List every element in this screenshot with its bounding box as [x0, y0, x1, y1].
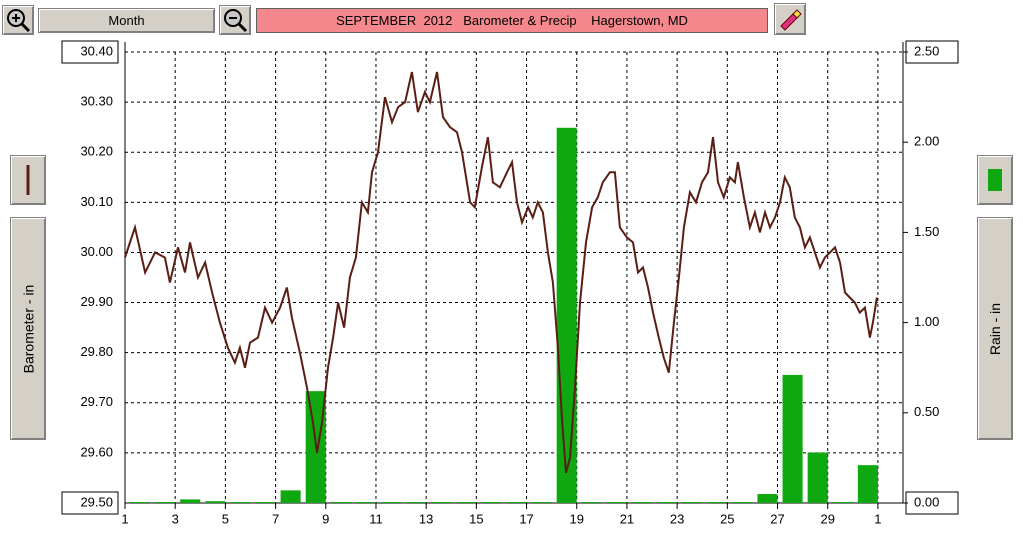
x-tick-label: 29: [820, 511, 834, 526]
tick-box: [61, 40, 119, 64]
period-button[interactable]: Month: [38, 8, 215, 33]
rain-bar: [380, 502, 402, 503]
rain-legend[interactable]: [977, 155, 1013, 205]
x-tick-label: 11: [369, 511, 383, 526]
x-tick-label: 25: [720, 511, 734, 526]
y2-tick-label: 1.00: [914, 314, 939, 329]
zoom-in-button[interactable]: [2, 5, 34, 35]
tick-box: [61, 491, 119, 515]
y-tick-label: 30.40: [80, 43, 113, 58]
tick-box: [905, 40, 959, 64]
rain-bar: [280, 490, 301, 503]
x-tick-label: 17: [519, 511, 533, 526]
rain-bar: [330, 502, 351, 503]
y2-axis-label: Rain - in: [987, 302, 1004, 355]
rain-bar: [506, 502, 527, 503]
rain-bar: [431, 502, 452, 503]
x-tick-label: 15: [469, 511, 483, 526]
rain-bar: [230, 502, 251, 503]
rain-bar: [682, 502, 703, 503]
zoom-out-button[interactable]: [219, 5, 251, 35]
y-tick-label: 29.50: [80, 494, 113, 509]
x-tick-label: 13: [419, 511, 433, 526]
x-tick-label: 19: [570, 511, 584, 526]
rain-bar: [631, 502, 653, 503]
rain-bar: [707, 502, 728, 503]
y-tick-label: 29.70: [80, 394, 113, 409]
rain-bar: [155, 502, 176, 503]
legend-swatch: [988, 169, 1002, 191]
rain-bar: [456, 502, 477, 503]
x-tick-label: 1: [874, 511, 881, 526]
legend-swatch: [26, 165, 30, 195]
rain-bar: [757, 493, 778, 503]
y2-tick-label: 2.50: [914, 43, 939, 58]
y-tick-label: 29.90: [80, 294, 113, 309]
rain-bar: [857, 465, 878, 503]
y-tick-label: 30.00: [80, 244, 113, 259]
y-axis-label-box: Barometer - in: [10, 217, 46, 440]
x-tick-label: 1: [121, 511, 128, 526]
y2-axis-label-box: Rain - in: [977, 217, 1013, 440]
rain-bar: [581, 502, 602, 503]
rain-bar: [556, 127, 577, 503]
rain-bar: [732, 502, 753, 503]
y2-tick-label: 1.50: [914, 224, 939, 239]
pencil-icon: [780, 9, 802, 31]
y2-tick-label: 0.50: [914, 404, 939, 419]
rain-bar: [305, 391, 326, 503]
x-tick-label: 23: [670, 511, 684, 526]
x-tick-label: 27: [770, 511, 784, 526]
rain-bar: [355, 502, 376, 503]
edit-button[interactable]: [774, 3, 806, 35]
rain-bar: [481, 502, 502, 503]
barometer-legend[interactable]: [10, 155, 46, 205]
y-axis-label: Barometer - in: [20, 284, 37, 373]
rain-bar: [657, 502, 678, 503]
rain-bar: [180, 499, 201, 503]
rain-bar: [531, 502, 552, 503]
chart-title: SEPTEMBER 2012 Barometer & Precip Hagers…: [256, 8, 768, 33]
tick-box: [905, 491, 959, 515]
y-tick-label: 30.30: [80, 94, 113, 109]
y-tick-label: 30.10: [80, 194, 113, 209]
zoom-out-icon: [224, 9, 248, 33]
y-tick-label: 29.80: [80, 344, 113, 359]
x-tick-label: 5: [222, 511, 229, 526]
rain-bar: [406, 502, 427, 503]
rain-bar: [130, 502, 151, 503]
rain-bar: [606, 502, 627, 503]
barometer-line: [124, 71, 878, 474]
rain-bar: [205, 501, 226, 503]
x-tick-label: 9: [322, 511, 329, 526]
y-tick-label: 29.60: [80, 444, 113, 459]
rain-bar: [832, 502, 853, 503]
y2-tick-label: 2.00: [914, 134, 939, 149]
y2-tick-label: 0.00: [914, 494, 939, 509]
x-tick-label: 3: [172, 511, 179, 526]
rain-bar: [807, 452, 828, 503]
x-tick-label: 7: [272, 511, 279, 526]
rain-bar: [255, 502, 276, 503]
rain-bar: [782, 374, 803, 503]
x-tick-label: 21: [620, 511, 634, 526]
y-tick-label: 30.20: [80, 144, 113, 159]
zoom-in-icon: [7, 9, 31, 33]
